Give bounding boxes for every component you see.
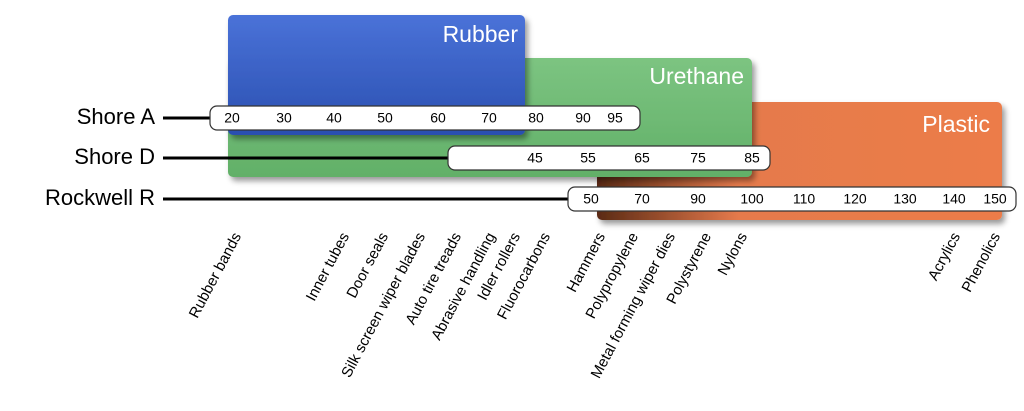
scale-tick: 55	[580, 150, 596, 166]
scale-pill	[447, 145, 771, 171]
scale-tick: 70	[634, 191, 650, 207]
scale-tick: 30	[276, 110, 292, 126]
scale-pill	[567, 186, 1017, 212]
scale-tick: 20	[224, 110, 240, 126]
scale-tick: 90	[575, 110, 591, 126]
material-label: Rubber	[443, 21, 519, 47]
scale-label: Rockwell R	[45, 185, 155, 210]
scale-tick: 150	[983, 191, 1007, 207]
scale-tick: 100	[740, 191, 764, 207]
example-label: Acrylics	[925, 230, 964, 284]
scale-tick: 80	[528, 110, 544, 126]
scale-tick: 130	[893, 191, 917, 207]
scale-tick: 90	[690, 191, 706, 207]
scale-tick: 110	[793, 191, 816, 207]
material-label: Plastic	[922, 111, 990, 137]
example-label: Rubber bands	[186, 230, 245, 321]
scale-tick: 75	[690, 150, 706, 166]
example-label: Nylons	[714, 230, 751, 278]
scale-tick: 70	[481, 110, 497, 126]
scale-tick: 60	[430, 110, 446, 126]
scale-tick: 120	[843, 191, 867, 207]
scale-tick: 45	[527, 150, 543, 166]
material-box	[228, 15, 525, 135]
scale-pill	[209, 105, 641, 131]
scale-tick: 40	[326, 110, 342, 126]
scale-tick: 140	[942, 191, 966, 207]
scale-tick: 50	[377, 110, 393, 126]
scale-label: Shore A	[77, 104, 156, 129]
material-label: Urethane	[649, 63, 744, 89]
scale-tick: 85	[744, 150, 760, 166]
example-label: Phenolics	[958, 230, 1004, 295]
scale-tick: 95	[607, 110, 623, 126]
scale-tick: 50	[583, 191, 599, 207]
scale-tick: 65	[634, 150, 650, 166]
scale-label: Shore D	[74, 144, 155, 169]
